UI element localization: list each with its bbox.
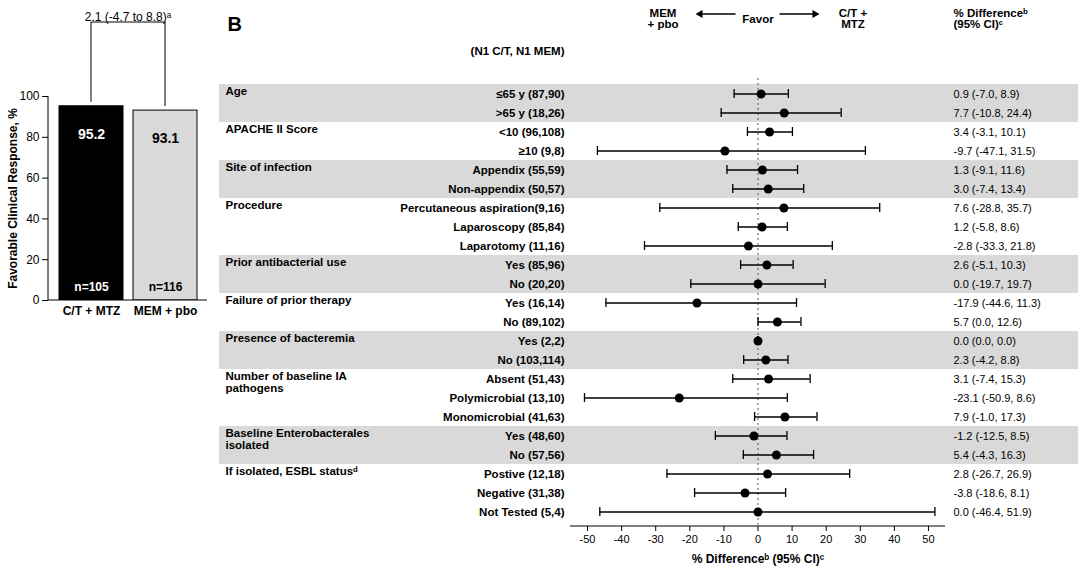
svg-text:Monomicrobial (41,63): Monomicrobial (41,63) — [443, 411, 565, 423]
svg-text:-17.9 (-44.6, 11.3): -17.9 (-44.6, 11.3) — [954, 297, 1041, 309]
svg-text:-3.8 (-18.6, 8.1): -3.8 (-18.6, 8.1) — [954, 487, 1030, 499]
svg-text:-40: -40 — [614, 533, 630, 545]
svg-text:Postive (12,18): Postive (12,18) — [484, 468, 565, 480]
svg-text:>65 y (18,26): >65 y (18,26) — [496, 107, 565, 119]
svg-text:40: 40 — [26, 212, 40, 226]
svg-text:Yes (2,2): Yes (2,2) — [518, 335, 565, 347]
svg-text:3.1 (-7.4, 15.3): 3.1 (-7.4, 15.3) — [954, 373, 1026, 385]
svg-text:10: 10 — [786, 533, 798, 545]
svg-text:n=105: n=105 — [74, 280, 109, 294]
svg-text:Yes (48,60): Yes (48,60) — [505, 430, 565, 442]
svg-text:Appendix (55,59): Appendix (55,59) — [472, 164, 564, 176]
svg-text:Baseline Enterobacteralesisola: Baseline Enterobacteralesisolated — [226, 427, 370, 451]
svg-text:50: 50 — [922, 533, 934, 545]
svg-text:≥10 (9,8): ≥10 (9,8) — [519, 145, 565, 157]
svg-text:No (20,20): No (20,20) — [510, 278, 565, 290]
svg-text:Negative (31,38): Negative (31,38) — [477, 487, 565, 499]
svg-text:Prior antibacterial use: Prior antibacterial use — [226, 256, 347, 268]
svg-text:APACHE II Score: APACHE II Score — [226, 123, 318, 135]
svg-text:Non-appendix (50,57): Non-appendix (50,57) — [448, 183, 564, 195]
svg-text:3.0 (-7.4, 13.4): 3.0 (-7.4, 13.4) — [954, 183, 1026, 195]
svg-text:Procedure: Procedure — [226, 199, 283, 211]
svg-text:7.6 (-28.8, 35.7): 7.6 (-28.8, 35.7) — [954, 202, 1032, 214]
svg-text:Percutaneous aspiration(9,16): Percutaneous aspiration(9,16) — [400, 202, 564, 214]
svg-text:-30: -30 — [648, 533, 664, 545]
svg-text:-1.2 (-12.5, 8.5): -1.2 (-12.5, 8.5) — [954, 430, 1030, 442]
svg-text:% Differenceᵇ(95% CI)ᶜ: % Differenceᵇ(95% CI)ᶜ — [954, 7, 1029, 31]
svg-text:Yes (85,96): Yes (85,96) — [505, 259, 565, 271]
svg-text:Failure of prior therapy: Failure of prior therapy — [226, 294, 352, 306]
svg-text:7.7 (-10.8, 24.4): 7.7 (-10.8, 24.4) — [954, 107, 1032, 119]
svg-text:5.4 (-4.3, 16.3): 5.4 (-4.3, 16.3) — [954, 449, 1026, 461]
svg-text:-9.7 (-47.1, 31.5): -9.7 (-47.1, 31.5) — [954, 145, 1036, 157]
svg-text:2.6 (-5.1, 10.3): 2.6 (-5.1, 10.3) — [954, 259, 1026, 271]
svg-text:Number of baseline IApathogens: Number of baseline IApathogens — [226, 370, 347, 394]
svg-text:If isolated, ESBL statusᵈ: If isolated, ESBL statusᵈ — [226, 465, 359, 477]
svg-text:Site of infection: Site of infection — [226, 161, 312, 173]
svg-text:30: 30 — [854, 533, 866, 545]
svg-text:-10: -10 — [716, 533, 732, 545]
svg-text:0.0 (-19.7, 19.7): 0.0 (-19.7, 19.7) — [954, 278, 1032, 290]
svg-text:C/T +MTZ: C/T +MTZ — [839, 7, 868, 31]
svg-text:Absent (51,43): Absent (51,43) — [486, 373, 565, 385]
svg-text:60: 60 — [26, 171, 40, 185]
svg-text:Polymicrobial (13,10): Polymicrobial (13,10) — [449, 392, 564, 404]
svg-text:1.2 (-5.8, 8.6): 1.2 (-5.8, 8.6) — [954, 221, 1020, 233]
svg-text:0.0 (-46.4, 51.9): 0.0 (-46.4, 51.9) — [954, 506, 1032, 518]
svg-text:No (57,56): No (57,56) — [510, 449, 565, 461]
svg-text:0.0 (0.0, 0.0): 0.0 (0.0, 0.0) — [954, 335, 1016, 347]
svg-text:No (89,102): No (89,102) — [503, 316, 565, 328]
svg-text:% Differenceᵇ (95% CI)ᶜ: % Differenceᵇ (95% CI)ᶜ — [692, 552, 825, 566]
svg-text:20: 20 — [26, 253, 40, 267]
svg-text:n=116: n=116 — [149, 280, 183, 294]
svg-text:0.9 (-7.0, 8.9): 0.9 (-7.0, 8.9) — [954, 88, 1020, 100]
svg-text:20: 20 — [820, 533, 832, 545]
svg-text:Not Tested (5,4): Not Tested (5,4) — [479, 506, 565, 518]
svg-text:Laparoscopy (85,84): Laparoscopy (85,84) — [453, 221, 564, 233]
svg-text:80: 80 — [26, 130, 40, 144]
svg-text:100: 100 — [19, 89, 39, 103]
svg-text:Laparotomy (11,16): Laparotomy (11,16) — [460, 240, 565, 252]
svg-text:C/T + MTZ: C/T + MTZ — [63, 304, 121, 318]
svg-text:Yes (16,14): Yes (16,14) — [505, 297, 565, 309]
svg-text:2.8 (-26.7, 26.9): 2.8 (-26.7, 26.9) — [954, 468, 1032, 480]
svg-text:93.1: 93.1 — [152, 130, 179, 146]
svg-text:MEM+ pbo: MEM+ pbo — [648, 7, 679, 31]
svg-text:0: 0 — [755, 533, 761, 545]
svg-text:MEM + pbo: MEM + pbo — [134, 304, 198, 318]
svg-text:-23.1 (-50.9, 8.6): -23.1 (-50.9, 8.6) — [954, 392, 1036, 404]
svg-text:-2.8 (-33.3, 21.8): -2.8 (-33.3, 21.8) — [954, 240, 1036, 252]
svg-text:≤65 y (87,90): ≤65 y (87,90) — [496, 88, 564, 100]
svg-text:(N1 C/T, N1 MEM): (N1 C/T, N1 MEM) — [471, 45, 565, 57]
svg-text:5.7 (0.0, 12.6): 5.7 (0.0, 12.6) — [954, 316, 1023, 328]
svg-text:-50: -50 — [580, 533, 596, 545]
svg-text:<10 (96,108): <10 (96,108) — [499, 126, 565, 138]
svg-text:1.3 (-9.1, 11.6): 1.3 (-9.1, 11.6) — [954, 164, 1025, 176]
svg-text:95.2: 95.2 — [78, 126, 105, 142]
svg-text:3.4 (-3.1, 10.1): 3.4 (-3.1, 10.1) — [954, 126, 1026, 138]
svg-text:40: 40 — [888, 533, 900, 545]
svg-text:Favorable Clinical Response, %: Favorable Clinical Response, % — [6, 108, 20, 289]
svg-text:B: B — [228, 13, 242, 35]
svg-text:-20: -20 — [682, 533, 698, 545]
svg-text:7.9 (-1.0, 17.3): 7.9 (-1.0, 17.3) — [954, 411, 1026, 423]
svg-text:2.3 (-4.2, 8.8): 2.3 (-4.2, 8.8) — [954, 354, 1020, 366]
svg-text:Age: Age — [226, 85, 248, 97]
svg-text:2.1 (-4.7 to 8.8)ᵃ: 2.1 (-4.7 to 8.8)ᵃ — [84, 10, 172, 24]
svg-text:No (103,114): No (103,114) — [497, 354, 564, 366]
svg-text:Favor: Favor — [742, 13, 774, 25]
svg-text:Presence of bacteremia: Presence of bacteremia — [226, 332, 356, 344]
svg-text:0: 0 — [33, 293, 40, 307]
